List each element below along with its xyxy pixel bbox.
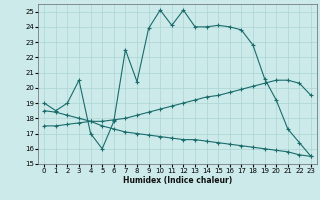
X-axis label: Humidex (Indice chaleur): Humidex (Indice chaleur): [123, 176, 232, 185]
